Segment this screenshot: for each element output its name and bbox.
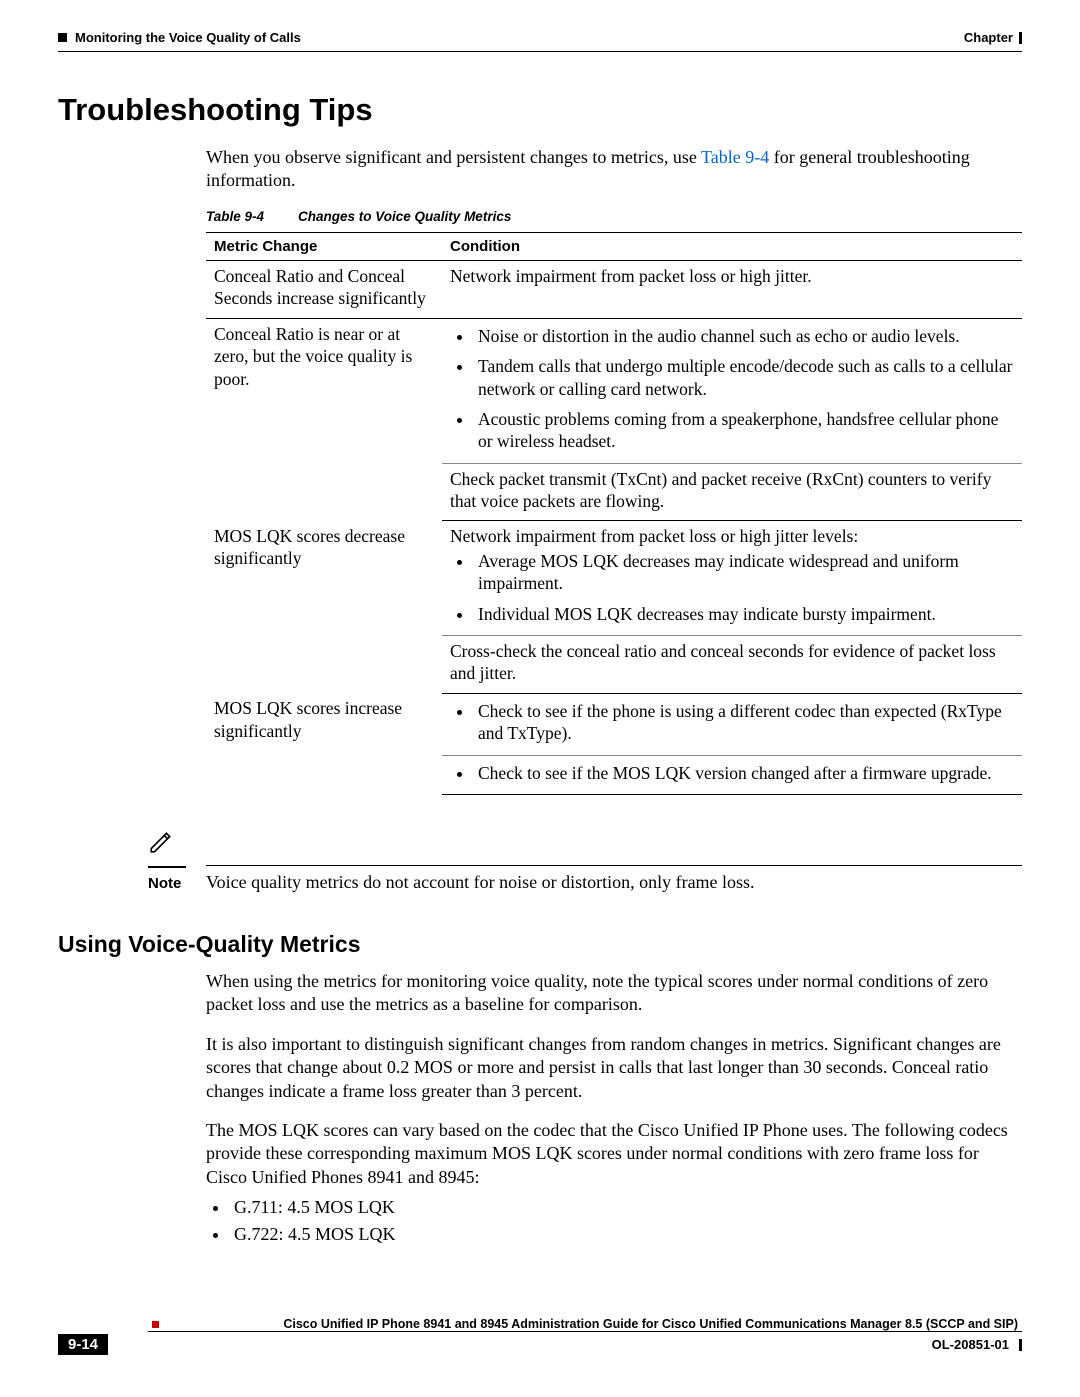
header-divider <box>58 51 1022 52</box>
note-divider <box>206 865 1022 866</box>
note-label-col: Note <box>148 829 206 893</box>
table-caption-title: Changes to Voice Quality Metrics <box>298 209 511 224</box>
codec-list: G.711: 4.5 MOS LQK G.722: 4.5 MOS LQK <box>206 1197 1022 1245</box>
table-row: MOS LQK scores decrease significantly Ne… <box>206 521 1022 636</box>
col-header-condition: Condition <box>442 232 1022 260</box>
footer-bottom-row: 9-14 OL-20851-01 <box>58 1334 1022 1355</box>
cell-metric: Conceal Ratio and Conceal Seconds increa… <box>206 260 442 318</box>
footer-divider <box>148 1331 1022 1332</box>
body-paragraph: When using the metrics for monitoring vo… <box>206 970 1022 1017</box>
table-row: Conceal Ratio and Conceal Seconds increa… <box>206 260 1022 318</box>
body-paragraph: The MOS LQK scores can vary based on the… <box>206 1119 1022 1189</box>
subsection-body: When using the metrics for monitoring vo… <box>206 970 1022 1245</box>
pencil-icon <box>148 829 174 855</box>
condition-lead: Network impairment from packet loss or h… <box>450 525 1014 547</box>
cell-metric: MOS LQK scores increase significantly <box>206 693 442 794</box>
col-header-metric: Metric Change <box>206 232 442 260</box>
condition-list: Noise or distortion in the audio channel… <box>450 325 1014 453</box>
cell-metric: MOS LQK scores decrease significantly <box>206 521 442 693</box>
intro-text-prefix: When you observe significant and persist… <box>206 147 701 167</box>
cell-condition: Check to see if the phone is using a dif… <box>442 693 1022 755</box>
table-row: Conceal Ratio is near or at zero, but th… <box>206 318 1022 463</box>
footer-marker-icon <box>152 1321 159 1328</box>
document-page: Monitoring the Voice Quality of Calls Ch… <box>0 0 1080 1397</box>
list-item: Tandem calls that undergo multiple encod… <box>474 355 1014 400</box>
header-section-label: Monitoring the Voice Quality of Calls <box>75 30 301 45</box>
subsection-title: Using Voice-Quality Metrics <box>58 931 1022 958</box>
list-item: G.711: 4.5 MOS LQK <box>230 1197 1022 1218</box>
condition-list: Check to see if the phone is using a dif… <box>450 700 1014 745</box>
page-header: Monitoring the Voice Quality of Calls Ch… <box>58 30 1022 45</box>
header-marker-icon <box>58 33 67 42</box>
header-chapter-label: Chapter <box>964 30 1013 45</box>
body-paragraph: It is also important to distinguish sign… <box>206 1033 1022 1103</box>
cell-condition: Network impairment from packet loss or h… <box>442 521 1022 636</box>
list-item: Check to see if the phone is using a dif… <box>474 700 1014 745</box>
cell-condition: Check to see if the MOS LQK version chan… <box>442 755 1022 794</box>
footer-top-row: Cisco Unified IP Phone 8941 and 8945 Adm… <box>58 1317 1022 1331</box>
note-text: Voice quality metrics do not account for… <box>206 872 755 892</box>
header-left: Monitoring the Voice Quality of Calls <box>58 30 301 45</box>
note-underline <box>148 866 186 868</box>
cell-metric: Conceal Ratio is near or at zero, but th… <box>206 318 442 521</box>
footer-right: OL-20851-01 <box>932 1336 1022 1354</box>
note-content: Voice quality metrics do not account for… <box>206 865 1022 893</box>
metrics-table: Metric Change Condition Conceal Ratio an… <box>206 232 1022 795</box>
table-caption: Table 9-4 Changes to Voice Quality Metric… <box>206 209 1022 224</box>
table-reference-link[interactable]: Table 9-4 <box>701 147 769 167</box>
cell-condition: Network impairment from packet loss or h… <box>442 260 1022 318</box>
doc-id: OL-20851-01 <box>932 1337 1009 1352</box>
footer-bar-icon <box>1019 1339 1022 1351</box>
list-item: Acoustic problems coming from a speakerp… <box>474 408 1014 453</box>
list-item: Average MOS LQK decreases may indicate w… <box>474 550 1014 595</box>
page-footer: Cisco Unified IP Phone 8941 and 8945 Adm… <box>58 1317 1022 1355</box>
intro-paragraph: When you observe significant and persist… <box>206 146 1022 193</box>
table-row: MOS LQK scores increase significantly Ch… <box>206 693 1022 755</box>
cell-condition: Noise or distortion in the audio channel… <box>442 318 1022 463</box>
header-right: Chapter <box>964 30 1022 45</box>
footer-doc-title: Cisco Unified IP Phone 8941 and 8945 Adm… <box>159 1317 1022 1331</box>
table-caption-label: Table 9-4 <box>206 209 264 224</box>
intro-block: When you observe significant and persist… <box>206 146 1022 795</box>
cell-condition-footer: Check packet transmit (TxCnt) and packet… <box>442 463 1022 521</box>
list-item: Individual MOS LQK decreases may indicat… <box>474 603 1014 625</box>
note-block: Note Voice quality metrics do not accoun… <box>148 829 1022 893</box>
cell-condition-footer: Cross-check the conceal ratio and concea… <box>442 636 1022 694</box>
page-number: 9-14 <box>58 1334 108 1355</box>
condition-list: Average MOS LQK decreases may indicate w… <box>450 550 1014 625</box>
list-item: G.722: 4.5 MOS LQK <box>230 1224 1022 1245</box>
table-header-row: Metric Change Condition <box>206 232 1022 260</box>
condition-list: Check to see if the MOS LQK version chan… <box>450 762 1014 784</box>
header-bar-icon <box>1019 32 1022 44</box>
note-label: Note <box>148 875 181 892</box>
list-item: Check to see if the MOS LQK version chan… <box>474 762 1014 784</box>
list-item: Noise or distortion in the audio channel… <box>474 325 1014 347</box>
page-title: Troubleshooting Tips <box>58 92 1022 128</box>
